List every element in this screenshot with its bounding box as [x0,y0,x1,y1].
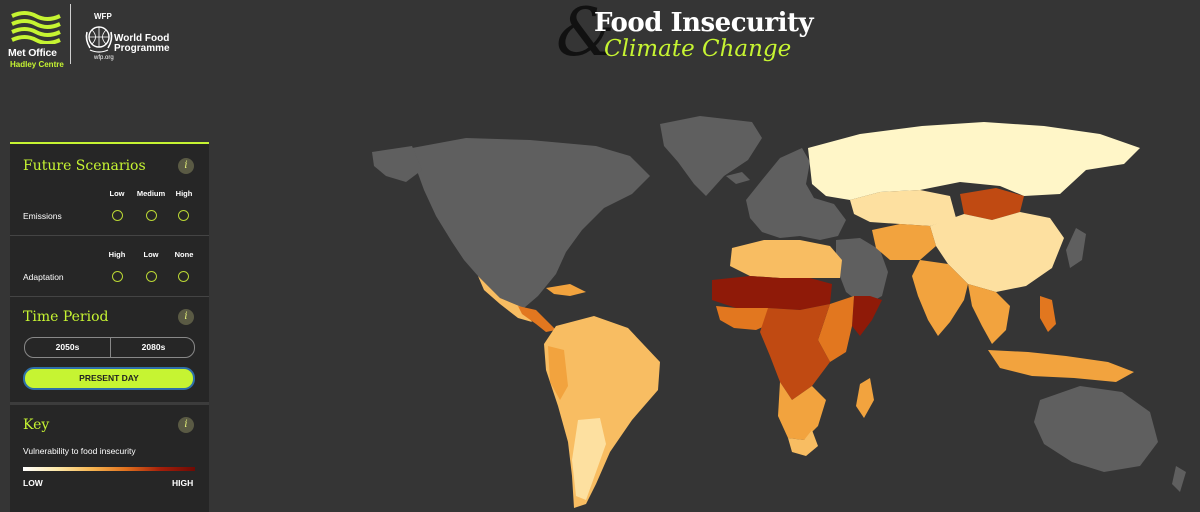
divider [10,235,209,236]
control-panel: Future Scenarios i Low Medium High Emiss… [10,142,209,512]
adaptation-col-high: High [108,250,126,259]
map-region-mexico[interactable] [478,276,532,322]
period-2080s-button[interactable]: 2080s [141,342,166,352]
page-title: Food Insecurity [594,8,814,38]
map-region-middle-east[interactable] [836,238,888,306]
map-region-madagascar[interactable] [856,378,874,418]
map-region-north-africa[interactable] [730,240,842,278]
map-region-sahel[interactable] [712,276,832,310]
wfp-url: wfp.org [94,55,114,61]
map-region-indonesia[interactable] [988,350,1134,382]
map-region-europe[interactable] [746,148,846,240]
wfp-logo: WFP World Food Programme wfp.org [84,12,194,66]
map-region-japan[interactable] [1066,228,1086,268]
map-region-central-america[interactable] [518,306,556,332]
page-subtitle: Climate Change [604,36,792,62]
period-separator [110,338,111,357]
wfp-name: World Food Programme [114,33,170,54]
met-office-logo: Met Office Hadley Centre [8,8,64,69]
time-period-title: Time Period [23,309,109,325]
map-region-iran-afghanistan[interactable] [872,224,936,260]
met-office-subtitle: Hadley Centre [10,60,64,69]
map-region-central-asia[interactable] [850,190,956,226]
vulnerability-gradient-bar [23,467,195,471]
map-region-andes[interactable] [548,346,568,400]
world-map[interactable] [360,100,1200,512]
key-title: Key [23,417,50,433]
map-region-india[interactable] [912,260,968,336]
map-region-philippines[interactable] [1040,296,1056,332]
map-region-east-africa[interactable] [818,296,854,362]
wfp-emblem-icon [85,26,113,53]
map-region-greenland[interactable] [660,116,762,196]
adaptation-col-low: Low [143,250,159,259]
emissions-col-medium: Medium [136,189,166,198]
title-ampersand: & [556,0,615,71]
adaptation-high-radio[interactable] [112,271,123,282]
map-region-southern-africa[interactable] [778,382,826,440]
map-region-new-zealand[interactable] [1172,466,1186,492]
map-region-alaska[interactable] [372,146,422,182]
adaptation-none-radio[interactable] [178,271,189,282]
emissions-high-radio[interactable] [178,210,189,221]
map-region-west-africa[interactable] [716,306,774,330]
met-office-waves-icon [11,11,61,44]
key-info-icon[interactable]: i [178,417,194,433]
key-high-label: HIGH [172,478,194,488]
map-region-southeast-asia[interactable] [968,284,1010,344]
emissions-col-high: High [175,189,193,198]
emissions-col-low: Low [109,189,125,198]
key-low-label: LOW [23,478,43,488]
future-scenarios-title: Future Scenarios [23,158,146,174]
divider [10,296,209,297]
map-region-russia[interactable] [808,122,1140,200]
map-region-mongolia[interactable] [960,188,1024,220]
present-day-button[interactable]: PRESENT DAY [23,367,195,390]
adaptation-low-radio[interactable] [146,271,157,282]
emissions-medium-radio[interactable] [146,210,157,221]
map-region-caribbean[interactable] [546,284,586,296]
map-region-australia[interactable] [1034,386,1158,472]
time-period-info-icon[interactable]: i [178,309,194,325]
scenarios-info-icon[interactable]: i [178,158,194,174]
map-region-southern-cone[interactable] [572,418,606,500]
adaptation-label: Adaptation [23,272,64,282]
emissions-low-radio[interactable] [112,210,123,221]
map-region-china[interactable] [930,212,1064,292]
map-region-somalia[interactable] [852,296,882,336]
map-region-iceland[interactable] [726,172,750,184]
map-region-south-america[interactable] [544,316,660,508]
logo-divider [70,4,71,64]
map-region-south-africa[interactable] [788,430,818,456]
key-subtitle: Vulnerability to food insecurity [23,446,136,456]
section-divider [10,402,209,405]
map-region-central-africa[interactable] [760,304,830,400]
wfp-abbrev: WFP [94,12,112,21]
period-2050s-button[interactable]: 2050s [55,342,80,352]
period-toggle: 2050s 2080s [24,337,195,358]
met-office-name: Met Office [8,47,57,59]
emissions-label: Emissions [23,211,62,221]
adaptation-col-none: None [174,250,194,259]
map-region-north-america[interactable] [412,138,650,308]
